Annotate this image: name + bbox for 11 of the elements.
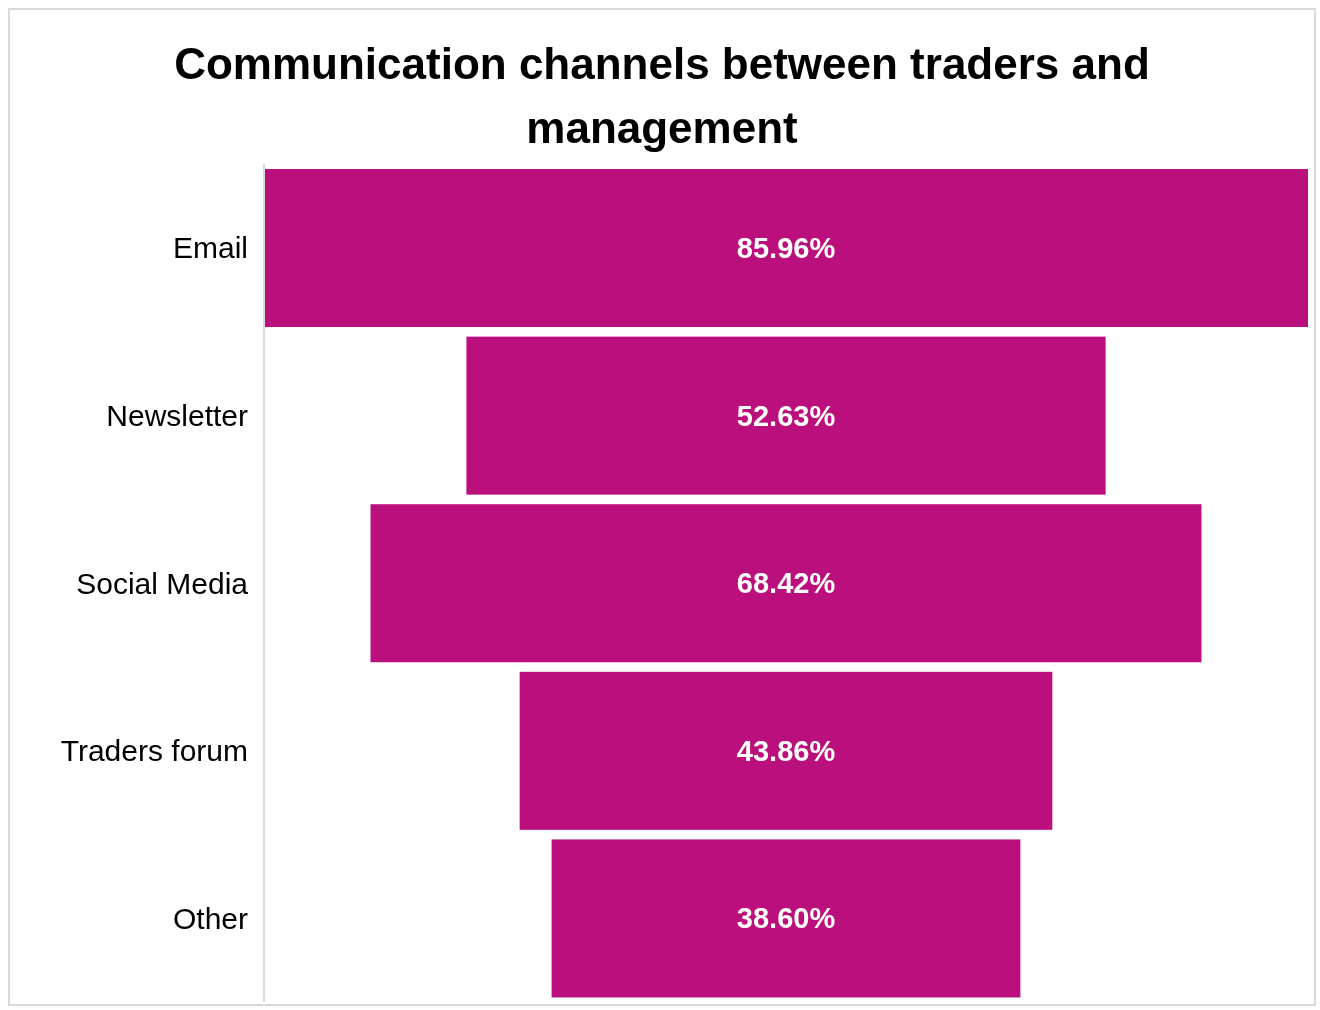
data-label: 85.96% — [736, 232, 836, 265]
text: Communication channels between traders and management — [173, 38, 1151, 152]
data-label: 43.86% — [736, 734, 836, 767]
category-label: Email — [172, 231, 248, 265]
category-label: Traders forum — [60, 734, 248, 768]
data-label: 38.60% — [736, 902, 836, 935]
data-label: 52.63% — [736, 399, 836, 432]
category-label: Newsletter — [106, 399, 248, 433]
category-label: Other — [172, 901, 249, 935]
category-label: Social Media — [76, 566, 249, 600]
data-label: 68.42% — [736, 567, 836, 600]
